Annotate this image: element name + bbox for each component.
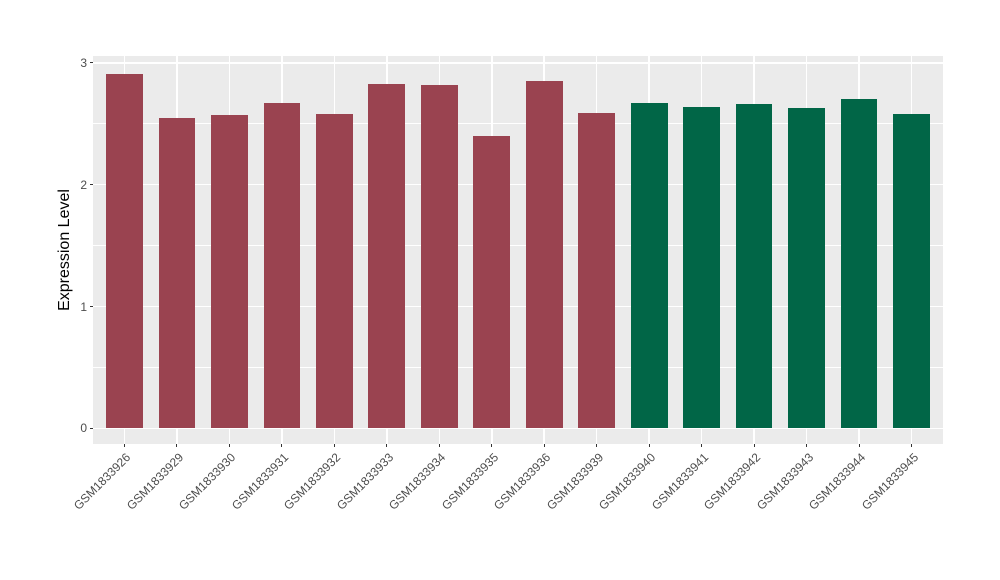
x-tick-mark xyxy=(176,444,178,447)
gridline-major-y xyxy=(93,183,943,186)
y-tick-label: 1 xyxy=(80,299,87,314)
gridline-minor-y xyxy=(93,123,943,125)
bar-GSM1833939 xyxy=(578,112,616,429)
y-axis-title: Expression Level xyxy=(56,189,73,311)
y-tick-label: 0 xyxy=(80,421,87,436)
y-tick-label: 2 xyxy=(80,177,87,192)
bar-GSM1833934 xyxy=(420,84,458,429)
bar-GSM1833935 xyxy=(473,135,511,429)
bar-GSM1833926 xyxy=(106,73,143,429)
bar-GSM1833943 xyxy=(788,107,825,429)
bar-GSM1833944 xyxy=(840,99,878,429)
x-tick-mark xyxy=(858,444,860,447)
y-tick-mark xyxy=(90,62,93,64)
y-tick-mark xyxy=(90,184,93,186)
x-tick-label: GSM1833945 xyxy=(858,450,921,513)
y-tick-label: 3 xyxy=(80,55,87,70)
x-tick-mark xyxy=(281,444,283,447)
gridline-major-y xyxy=(93,427,943,430)
x-tick-mark xyxy=(648,444,650,447)
x-tick-mark xyxy=(386,444,388,447)
bar-GSM1833945 xyxy=(893,114,930,429)
x-tick-mark xyxy=(491,444,493,447)
bar-GSM1833940 xyxy=(630,103,668,429)
bar-GSM1833930 xyxy=(211,115,248,429)
x-tick-mark xyxy=(438,444,440,447)
x-tick-mark xyxy=(911,444,913,447)
gridline-major-y xyxy=(93,305,943,308)
bar-GSM1833936 xyxy=(525,81,563,429)
x-tick-mark xyxy=(228,444,230,447)
bar-GSM1833941 xyxy=(683,106,720,429)
x-tick-mark xyxy=(333,444,335,447)
gridline-minor-y xyxy=(93,245,943,247)
gridline-major-y xyxy=(93,62,943,64)
bar-GSM1833942 xyxy=(735,104,773,429)
x-tick-mark xyxy=(701,444,703,447)
y-tick-mark xyxy=(90,306,93,307)
x-tick-mark xyxy=(543,444,545,447)
bar-GSM1833929 xyxy=(158,117,196,429)
x-tick-mark xyxy=(123,444,125,447)
bar-GSM1833932 xyxy=(315,114,353,429)
x-tick-mark xyxy=(596,444,598,447)
x-tick-mark xyxy=(753,444,755,447)
bar-GSM1833931 xyxy=(263,103,301,429)
gridline-minor-y xyxy=(93,366,943,368)
bar-GSM1833933 xyxy=(368,83,406,429)
x-tick-mark xyxy=(806,444,808,447)
y-tick-mark xyxy=(90,427,93,429)
